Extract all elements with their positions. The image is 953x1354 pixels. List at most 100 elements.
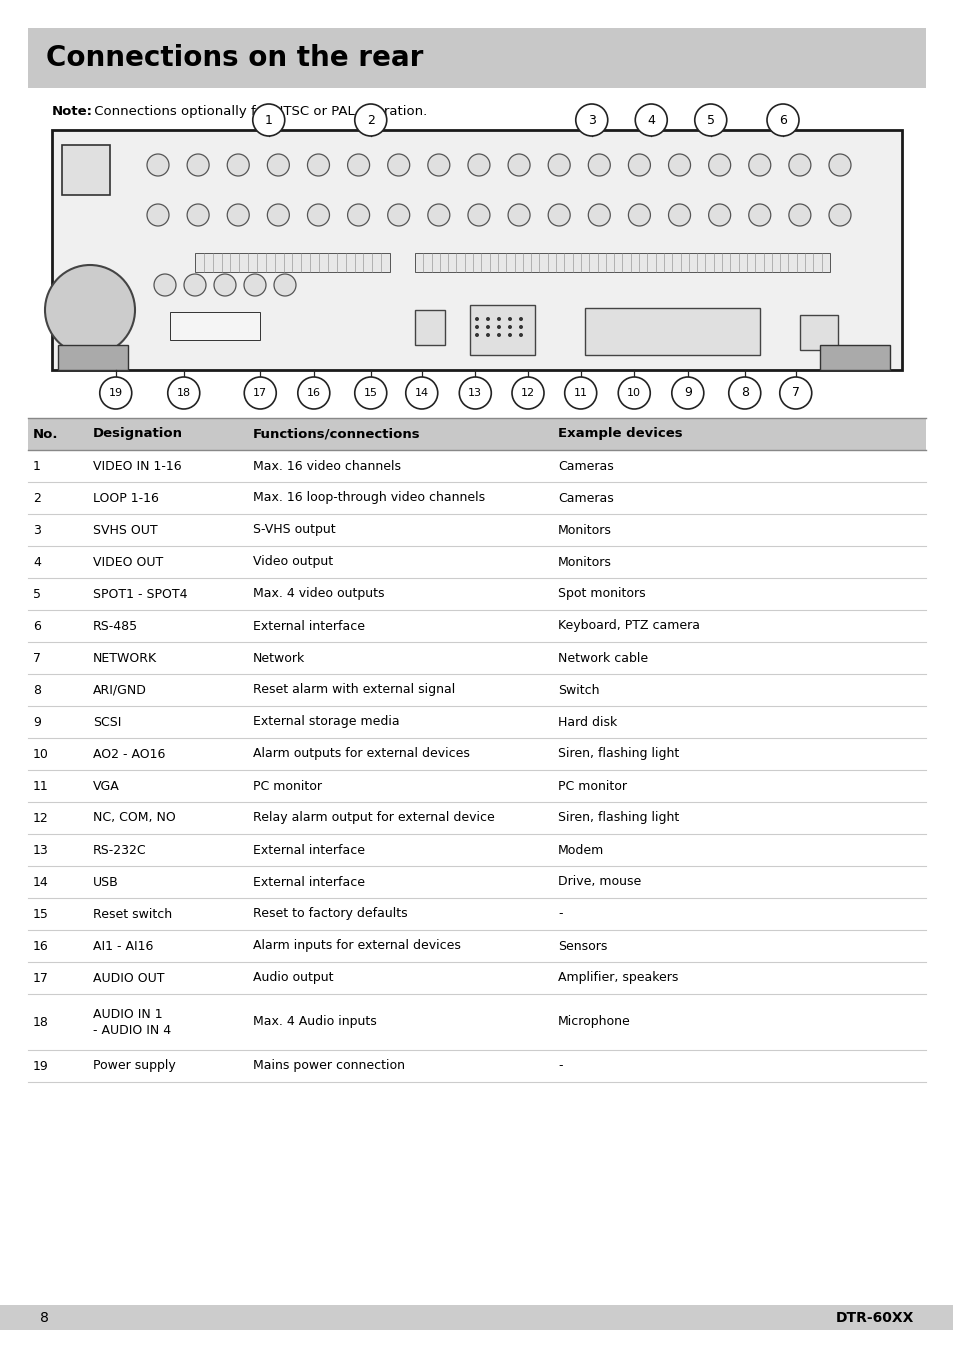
- Circle shape: [564, 376, 596, 409]
- Text: Note:: Note:: [52, 106, 92, 118]
- Circle shape: [748, 204, 770, 226]
- Text: Reset alarm with external signal: Reset alarm with external signal: [253, 684, 455, 696]
- Text: 12: 12: [520, 389, 535, 398]
- Text: Cameras: Cameras: [558, 492, 613, 505]
- Text: Microphone: Microphone: [558, 1016, 630, 1029]
- Circle shape: [475, 333, 478, 337]
- Text: 9: 9: [683, 386, 691, 399]
- Text: 8: 8: [33, 684, 41, 696]
- Text: Monitors: Monitors: [558, 524, 611, 536]
- Circle shape: [508, 154, 530, 176]
- Text: Connections optionally for NTSC or PAL operation.: Connections optionally for NTSC or PAL o…: [90, 106, 427, 118]
- Text: 10: 10: [33, 747, 49, 761]
- Circle shape: [508, 204, 530, 226]
- Text: -: -: [558, 1059, 562, 1072]
- Text: PC monitor: PC monitor: [558, 780, 626, 792]
- Text: RS-232C: RS-232C: [92, 844, 147, 857]
- Circle shape: [184, 274, 206, 297]
- Circle shape: [267, 154, 289, 176]
- Circle shape: [153, 274, 175, 297]
- Text: 4: 4: [647, 114, 655, 126]
- Text: Modem: Modem: [558, 844, 603, 857]
- Text: Alarm inputs for external devices: Alarm inputs for external devices: [253, 940, 460, 952]
- Circle shape: [427, 154, 450, 176]
- Bar: [58, 345, 128, 370]
- Text: 2: 2: [366, 114, 375, 126]
- Circle shape: [635, 104, 666, 135]
- Text: Sensors: Sensors: [558, 940, 607, 952]
- Text: SCSI: SCSI: [92, 715, 121, 728]
- Text: 13: 13: [468, 389, 482, 398]
- Text: Spot monitors: Spot monitors: [558, 588, 645, 601]
- Circle shape: [213, 274, 235, 297]
- Bar: [415, 310, 444, 345]
- Circle shape: [576, 104, 607, 135]
- Circle shape: [227, 154, 249, 176]
- Circle shape: [507, 333, 512, 337]
- Text: 13: 13: [33, 844, 49, 857]
- Text: 18: 18: [176, 389, 191, 398]
- Circle shape: [512, 376, 543, 409]
- Text: Cameras: Cameras: [558, 459, 613, 473]
- Text: External interface: External interface: [253, 844, 365, 857]
- Text: External storage media: External storage media: [253, 715, 399, 728]
- Text: -: -: [558, 907, 562, 921]
- Circle shape: [708, 204, 730, 226]
- Text: Max. 16 loop-through video channels: Max. 16 loop-through video channels: [253, 492, 485, 505]
- Circle shape: [671, 376, 703, 409]
- Circle shape: [147, 204, 169, 226]
- Text: Relay alarm output for external device: Relay alarm output for external device: [253, 811, 495, 825]
- Text: - AUDIO IN 4: - AUDIO IN 4: [92, 1024, 171, 1037]
- Circle shape: [475, 317, 478, 321]
- Text: Monitors: Monitors: [558, 555, 611, 569]
- Text: 6: 6: [779, 114, 786, 126]
- Circle shape: [100, 376, 132, 409]
- Circle shape: [405, 376, 437, 409]
- Circle shape: [507, 317, 512, 321]
- Text: SVHS OUT: SVHS OUT: [92, 524, 157, 536]
- Text: ARI/GND: ARI/GND: [92, 684, 147, 696]
- Circle shape: [307, 154, 329, 176]
- Text: Switch: Switch: [558, 684, 598, 696]
- Circle shape: [253, 104, 284, 135]
- Text: S-VHS output: S-VHS output: [253, 524, 335, 536]
- Circle shape: [628, 204, 650, 226]
- Bar: [52, 130, 901, 370]
- Text: AO2 - AO16: AO2 - AO16: [92, 747, 165, 761]
- Text: Keyboard, PTZ camera: Keyboard, PTZ camera: [558, 620, 700, 632]
- Circle shape: [355, 376, 386, 409]
- Circle shape: [427, 204, 450, 226]
- Bar: [28, 418, 925, 450]
- Circle shape: [147, 154, 169, 176]
- Text: VGA: VGA: [92, 780, 120, 792]
- Text: Alarm outputs for external devices: Alarm outputs for external devices: [253, 747, 470, 761]
- Bar: [820, 345, 889, 370]
- Text: SPOT1 - SPOT4: SPOT1 - SPOT4: [92, 588, 188, 601]
- Circle shape: [244, 274, 266, 297]
- Text: Amplifier, speakers: Amplifier, speakers: [558, 972, 678, 984]
- Text: 1: 1: [265, 114, 273, 126]
- Text: NETWORK: NETWORK: [92, 651, 157, 665]
- Bar: [170, 311, 260, 340]
- Text: Audio output: Audio output: [253, 972, 334, 984]
- Bar: [194, 253, 390, 272]
- Text: 17: 17: [253, 389, 267, 398]
- Circle shape: [668, 204, 690, 226]
- Text: No.: No.: [33, 428, 58, 440]
- Text: 7: 7: [791, 386, 799, 399]
- Circle shape: [788, 154, 810, 176]
- Text: RS-485: RS-485: [92, 620, 138, 632]
- Text: Reset to factory defaults: Reset to factory defaults: [253, 907, 407, 921]
- Circle shape: [227, 204, 249, 226]
- Circle shape: [548, 154, 570, 176]
- Text: 2: 2: [33, 492, 41, 505]
- Text: 16: 16: [307, 389, 320, 398]
- Circle shape: [468, 204, 490, 226]
- Text: LOOP 1-16: LOOP 1-16: [92, 492, 159, 505]
- Circle shape: [618, 376, 650, 409]
- Circle shape: [297, 376, 330, 409]
- Circle shape: [548, 204, 570, 226]
- Circle shape: [779, 376, 811, 409]
- Circle shape: [497, 333, 500, 337]
- Circle shape: [507, 325, 512, 329]
